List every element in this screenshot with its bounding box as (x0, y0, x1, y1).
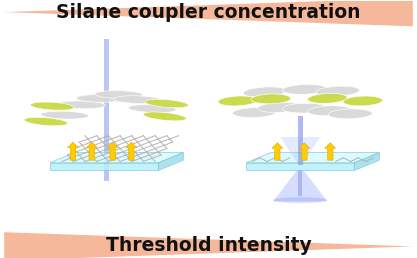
Ellipse shape (316, 86, 359, 96)
FancyArrow shape (299, 143, 310, 160)
Ellipse shape (145, 99, 188, 108)
Ellipse shape (128, 105, 176, 113)
Polygon shape (50, 163, 158, 171)
Ellipse shape (41, 111, 88, 119)
Polygon shape (4, 232, 413, 258)
FancyArrow shape (68, 142, 78, 160)
Polygon shape (354, 152, 379, 171)
Polygon shape (246, 152, 379, 163)
Ellipse shape (76, 94, 124, 102)
Polygon shape (280, 137, 320, 163)
Polygon shape (158, 152, 183, 171)
Ellipse shape (283, 103, 326, 113)
Ellipse shape (24, 117, 68, 126)
Ellipse shape (243, 87, 286, 97)
Ellipse shape (233, 108, 276, 117)
FancyArrow shape (272, 143, 283, 160)
Ellipse shape (95, 91, 143, 98)
Ellipse shape (30, 102, 74, 110)
Ellipse shape (218, 96, 257, 106)
Ellipse shape (308, 106, 351, 116)
Text: Silane coupler concentration: Silane coupler concentration (56, 3, 361, 22)
Ellipse shape (308, 93, 347, 103)
Ellipse shape (251, 94, 291, 104)
Text: Threshold intensity: Threshold intensity (106, 236, 311, 255)
FancyArrow shape (325, 143, 336, 160)
Ellipse shape (258, 102, 301, 112)
Ellipse shape (329, 109, 372, 119)
Ellipse shape (58, 101, 105, 109)
Bar (298, 116, 303, 165)
Bar (298, 171, 302, 196)
Ellipse shape (114, 96, 161, 104)
Polygon shape (246, 163, 354, 171)
Ellipse shape (343, 96, 382, 106)
FancyArrow shape (86, 142, 97, 160)
Polygon shape (4, 0, 413, 26)
FancyArrow shape (126, 142, 137, 160)
Ellipse shape (273, 197, 327, 203)
Polygon shape (273, 171, 327, 201)
Bar (104, 39, 109, 181)
FancyArrow shape (107, 142, 118, 160)
Polygon shape (50, 152, 183, 163)
Ellipse shape (283, 84, 326, 94)
Ellipse shape (143, 112, 186, 121)
